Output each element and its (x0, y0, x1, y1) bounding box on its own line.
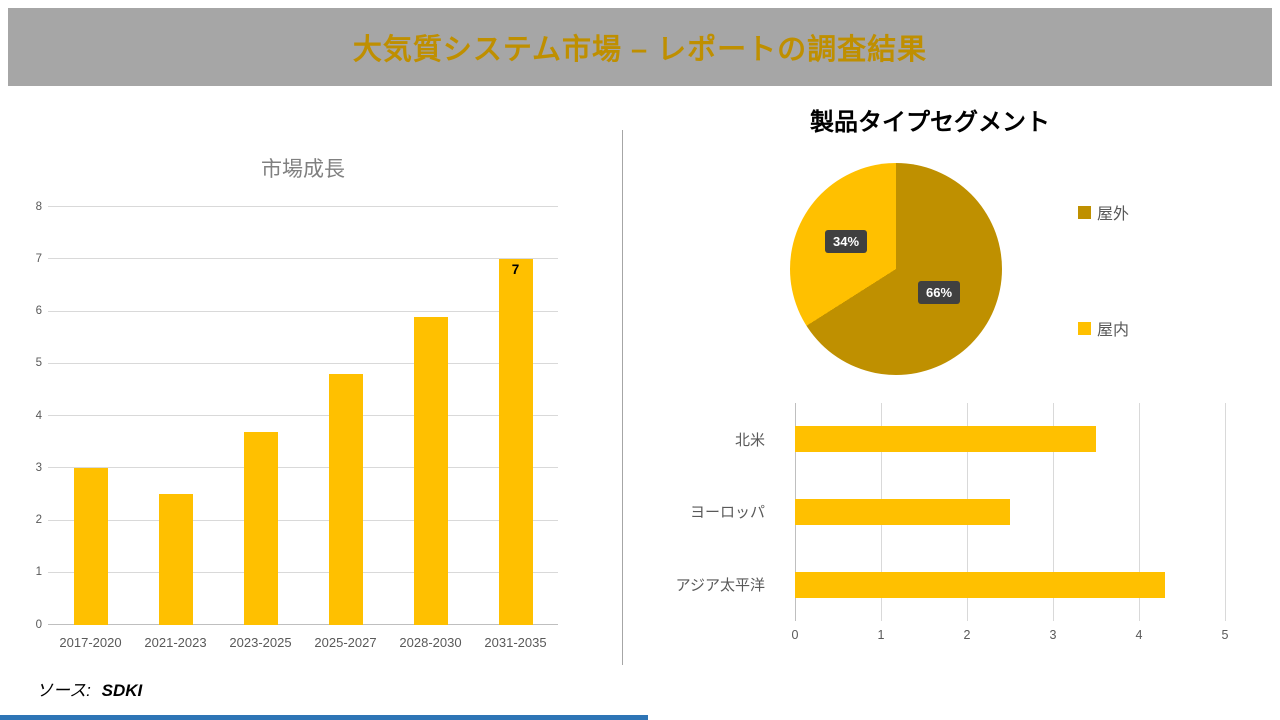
region-bar-アジア太平洋 (795, 571, 1165, 598)
legend-swatch (1078, 321, 1091, 335)
y-tick-label: 1 (35, 566, 42, 578)
market-growth-chart: 市場成長 0 1 2 3 4 5 6 7 8 7 2017-2020 2021-2023 2023-… (26, 145, 571, 655)
x-category-label: 2021-2023 (144, 635, 207, 650)
bar-slot (218, 207, 303, 625)
column-bar-2025-2027 (328, 374, 363, 625)
gridline (48, 519, 558, 521)
source-note: ソース: SDKI (36, 676, 142, 701)
pie-chart (790, 163, 1002, 375)
pie-legend: 屋外 屋内 (1078, 200, 1129, 432)
x-category-label: 2017-2020 (59, 635, 122, 650)
bar-slot (303, 207, 388, 625)
gridline (48, 206, 558, 207)
column-chart-plot-area: 7 (48, 206, 558, 625)
x-tick-label: 2 (963, 628, 971, 642)
legend-swatch (1078, 205, 1091, 219)
hbar-row (795, 548, 1225, 621)
x-category-label: 2028-2030 (399, 635, 462, 650)
region-label: アジア太平洋 (675, 577, 765, 595)
column-bar-2017-2020 (73, 468, 108, 625)
y-tick-label: 2 (35, 513, 42, 526)
column-bar-2028-2030 (413, 316, 448, 625)
column-bar-2021-2023 (158, 494, 193, 625)
gridline (1139, 403, 1140, 621)
legend-label: 屋内 (1097, 322, 1130, 339)
column-bar-2031-2035: 7 (498, 259, 533, 625)
gridline (48, 310, 558, 312)
column-chart-title: 市場成長 (261, 158, 345, 181)
x-tick-label: 1 (877, 628, 885, 642)
region-label: 北米 (734, 431, 765, 449)
y-tick-label: 8 (35, 200, 42, 213)
source-label: ソース: (36, 681, 91, 700)
column-bar-2023-2025 (243, 431, 278, 625)
pie-chart-area: 34% 66% 屋外屋内 (660, 145, 1250, 385)
gridline (48, 571, 558, 573)
source-value: SDKI (101, 681, 143, 700)
bar-slot (133, 207, 218, 625)
y-tick-label: 5 (35, 357, 42, 369)
legend-label: 屋外 (1097, 206, 1130, 223)
region-bar-x-axis: 0 1 2 3 4 5 (791, 628, 1229, 648)
y-tick-label: 4 (35, 409, 42, 422)
region-bar-北米 (795, 426, 1096, 453)
hbar-row (795, 476, 1225, 549)
pie-chart-title: 製品タイプセグメント (810, 109, 1050, 136)
y-tick-label: 0 (35, 618, 42, 631)
hbar-row (795, 403, 1225, 476)
page-title: 大気質システム市場 – レポートの調査結果 (352, 34, 928, 66)
x-tick-label: 4 (1135, 628, 1143, 642)
gridline (1053, 403, 1054, 621)
legend-item-indoor: 屋内 (1078, 316, 1129, 340)
title-banner: 大気質システム市場 – レポートの調査結果 (8, 8, 1272, 86)
region-category-labels: 北米ヨーロッパアジア太平洋 (660, 403, 785, 621)
legend-item-outdoor: 屋外 (1078, 200, 1129, 224)
bar-slot: 7 (473, 207, 558, 625)
y-tick-label: 7 (35, 252, 42, 265)
vertical-divider (622, 130, 623, 665)
pie-slice-label-outdoor: 66% (918, 281, 961, 304)
x-category-label: 2025-2027 (314, 635, 377, 650)
bottom-accent-line (0, 715, 648, 720)
x-category-label: 2023-2025 (229, 635, 292, 650)
region-bar-chart: 北米ヨーロッパアジア太平洋 0 1 2 3 4 5 (660, 398, 1250, 653)
gridline (48, 258, 558, 260)
y-tick-label: 6 (35, 304, 42, 317)
x-axis-line (48, 624, 558, 625)
gridline (48, 467, 558, 469)
gridline (1225, 403, 1226, 621)
bar-slot (388, 207, 473, 625)
x-tick-label: 0 (791, 628, 799, 642)
column-chart-x-axis: 2017-2020 2021-2023 2023-2025 2025-2027 2028… (48, 635, 558, 650)
gridline (48, 415, 558, 416)
x-tick-label: 5 (1221, 628, 1229, 642)
bar-data-label: 7 (511, 262, 520, 278)
column-chart-y-axis: 0 1 2 3 4 5 6 7 8 (26, 201, 42, 630)
y-tick-label: 3 (35, 461, 42, 474)
region-bar-plot-area (795, 403, 1226, 621)
region-label: ヨーロッパ (689, 504, 765, 522)
gridline (48, 362, 558, 364)
x-tick-label: 3 (1049, 628, 1057, 642)
pie-slice-label-indoor: 34% (825, 230, 868, 253)
product-type-segment-section: 製品タイプセグメント 34% 66% 屋外屋内 (660, 100, 1250, 390)
x-category-label: 2031-2035 (484, 635, 547, 650)
bar-slot (48, 207, 133, 625)
region-bar-ヨーロッパ (795, 498, 1010, 525)
